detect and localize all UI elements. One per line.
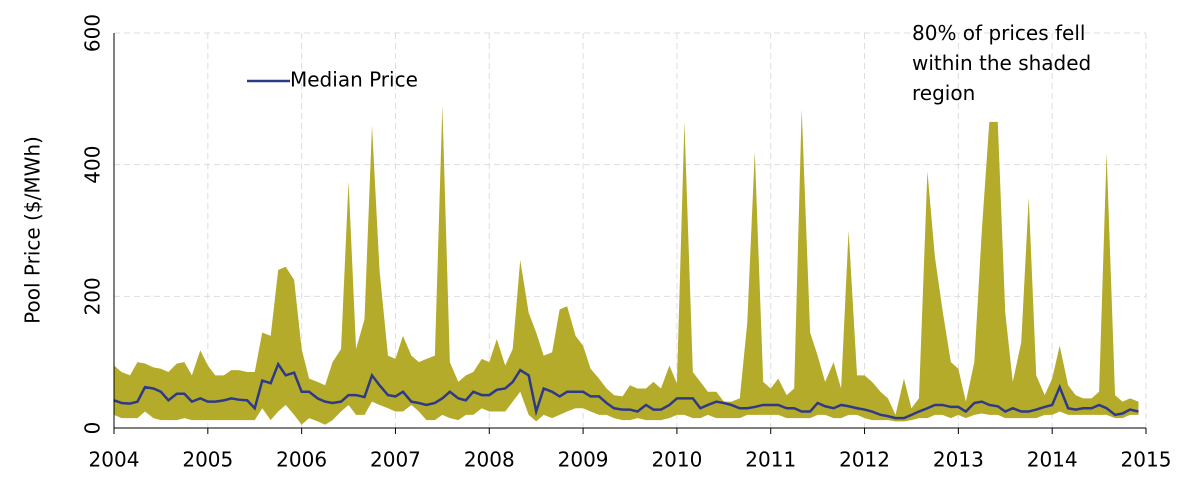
legend-label: Median Price	[290, 68, 418, 92]
x-tick-label: 2012	[839, 448, 890, 472]
x-tick-label: 2005	[182, 448, 233, 472]
y-tick-label: 400	[81, 146, 105, 184]
x-tick-label: 2011	[745, 448, 796, 472]
x-tick-label: 2004	[89, 448, 140, 472]
x-tick-label: 2008	[464, 448, 515, 472]
x-tick-label: 2010	[651, 448, 702, 472]
x-tick-label: 2015	[1121, 448, 1172, 472]
range-band	[114, 105, 1139, 425]
y-tick-label: 0	[81, 422, 105, 435]
x-tick-label: 2014	[1027, 448, 1078, 472]
x-tick-label: 2007	[370, 448, 421, 472]
median-line	[113, 361, 1139, 420]
y-tick-label: 200	[81, 277, 105, 315]
x-tick-label: 2006	[276, 448, 327, 472]
y-tick-label: 600	[81, 14, 105, 52]
y-axis-label: Pool Price ($/MWh)	[21, 136, 45, 324]
annotation: 80% of prices fell within the shaded reg…	[912, 21, 1092, 105]
x-tick-label: 2013	[933, 448, 984, 472]
x-tick-label: 2009	[558, 448, 609, 472]
